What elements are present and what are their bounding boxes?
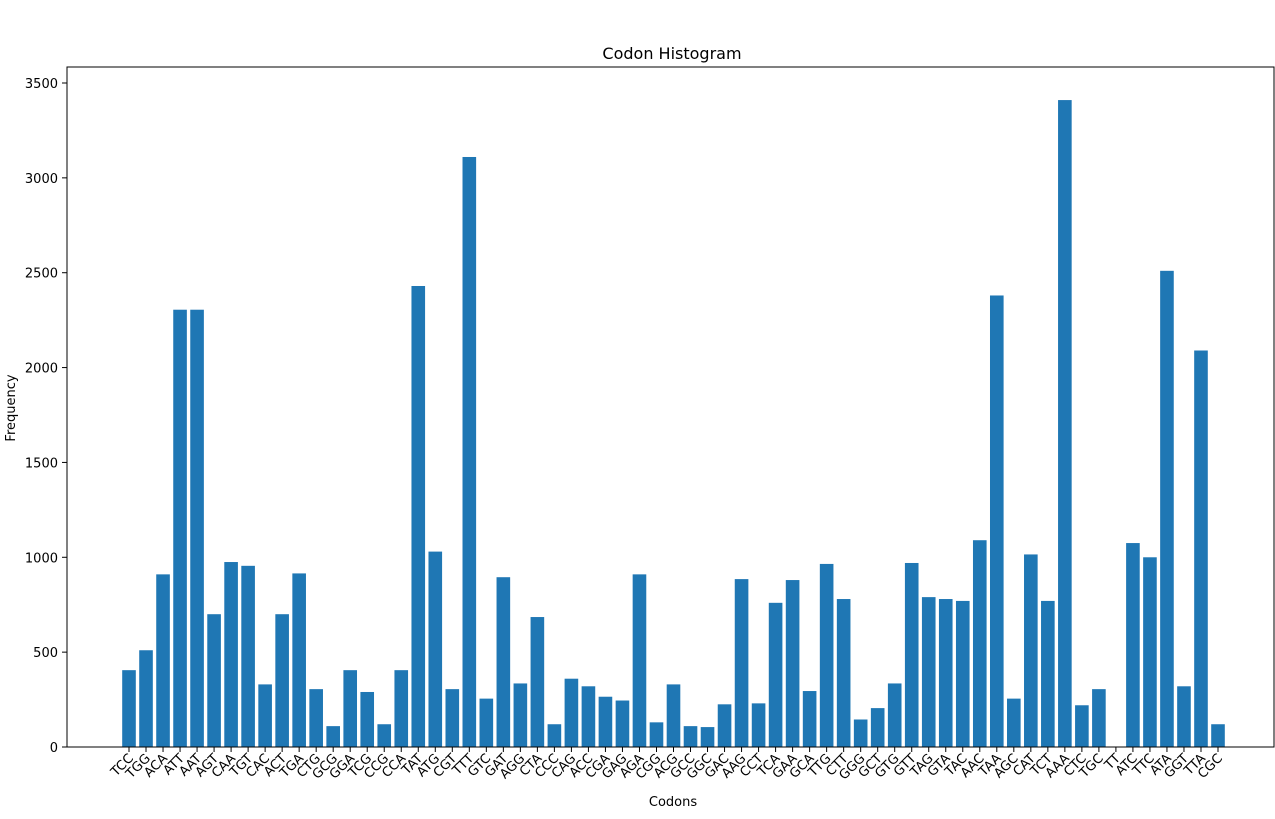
bar-acg bbox=[666, 684, 681, 747]
bar-atc bbox=[1126, 543, 1140, 747]
bar-gtg bbox=[887, 683, 902, 747]
bar-ggg bbox=[853, 719, 868, 747]
bar-gtt bbox=[904, 562, 919, 747]
bar-aat bbox=[190, 309, 204, 747]
bar-aca bbox=[156, 574, 170, 747]
plot-frame bbox=[66, 66, 1275, 748]
bar-cct bbox=[751, 703, 766, 747]
bar-ctc bbox=[1075, 705, 1089, 747]
bar-caa bbox=[224, 562, 238, 747]
bar-tat bbox=[411, 285, 426, 747]
bar-gga bbox=[343, 670, 358, 747]
bar-tta bbox=[1194, 350, 1208, 747]
bar-gcg bbox=[326, 726, 340, 747]
y-tick-label: 2000 bbox=[25, 362, 58, 377]
bar-gag bbox=[615, 700, 630, 747]
bar-cta bbox=[530, 617, 545, 747]
bar-cca bbox=[394, 670, 409, 747]
bar-tct bbox=[1041, 600, 1055, 747]
bar-gct bbox=[870, 708, 885, 747]
chart-title: Codon Histogram bbox=[602, 44, 741, 63]
bar-gta bbox=[938, 599, 953, 747]
y-tick-label: 3500 bbox=[25, 77, 58, 92]
bar-agt bbox=[207, 614, 221, 747]
bar-ttt bbox=[462, 156, 477, 747]
bar-aaa bbox=[1058, 100, 1072, 748]
x-axis: TCCTGGACAATTAATAGTCAATGTCACACTTGACTGGCGG… bbox=[108, 747, 1226, 783]
bar-tca bbox=[768, 602, 783, 747]
bar-aag bbox=[734, 579, 749, 747]
bar-taa bbox=[989, 295, 1004, 747]
bar-gat bbox=[496, 577, 511, 747]
bar-cag bbox=[564, 678, 579, 747]
y-tick-label: 3000 bbox=[25, 172, 58, 187]
y-tick-label: 0 bbox=[50, 741, 58, 756]
x-axis-label: Codons bbox=[649, 795, 697, 810]
bar-gcc bbox=[683, 726, 698, 747]
bar-aga bbox=[632, 574, 647, 747]
bar-ccc bbox=[547, 724, 562, 747]
y-tick-label: 2500 bbox=[25, 267, 58, 282]
bar-ctt bbox=[836, 599, 851, 747]
bar-gac bbox=[717, 704, 732, 747]
bar-tgg bbox=[139, 650, 153, 747]
y-tick-label: 1000 bbox=[25, 551, 58, 566]
bar-tgc bbox=[1092, 689, 1106, 747]
bar-cgt bbox=[445, 689, 460, 747]
bar-aac bbox=[972, 540, 987, 747]
bar-act bbox=[275, 614, 289, 747]
bar-cgc bbox=[1211, 724, 1225, 747]
bar-agc bbox=[1007, 698, 1021, 747]
y-tick-label: 1500 bbox=[25, 456, 58, 471]
bar-gaa bbox=[785, 580, 800, 747]
bar-ggc bbox=[700, 727, 715, 747]
bar-cat bbox=[1024, 554, 1038, 747]
bar-tga bbox=[292, 573, 306, 747]
bar-gtc bbox=[479, 698, 494, 747]
bar-acc bbox=[581, 686, 596, 747]
bar-att bbox=[173, 309, 187, 747]
bar-tgt bbox=[241, 565, 255, 747]
y-axis: 0 500 1000 1500 2000 2500 3000 3500 bbox=[25, 77, 67, 756]
y-tick-label: 500 bbox=[33, 646, 58, 661]
bar-ctg bbox=[309, 689, 323, 747]
bar-cgg bbox=[649, 722, 664, 747]
bar-cac bbox=[258, 684, 272, 747]
bar-agg bbox=[513, 683, 528, 747]
bar-tag bbox=[921, 597, 936, 747]
bar-ccg bbox=[377, 724, 392, 747]
bars-group bbox=[122, 100, 1225, 748]
bar-tac bbox=[955, 600, 970, 747]
bar-tcg bbox=[360, 691, 375, 747]
bar-tcc bbox=[122, 670, 136, 747]
bar-gca bbox=[802, 691, 817, 747]
bar-atg bbox=[428, 551, 443, 747]
y-axis-label: Frequency bbox=[4, 374, 19, 441]
bar-ttg bbox=[819, 563, 834, 747]
bar-cga bbox=[598, 696, 613, 747]
bar-ata bbox=[1160, 270, 1174, 747]
bar-ggt bbox=[1177, 686, 1191, 747]
bar-ttc bbox=[1143, 557, 1157, 747]
